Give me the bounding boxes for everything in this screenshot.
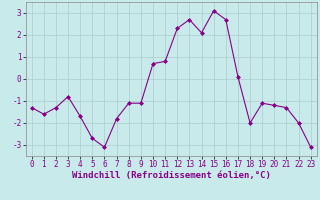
- X-axis label: Windchill (Refroidissement éolien,°C): Windchill (Refroidissement éolien,°C): [72, 171, 271, 180]
